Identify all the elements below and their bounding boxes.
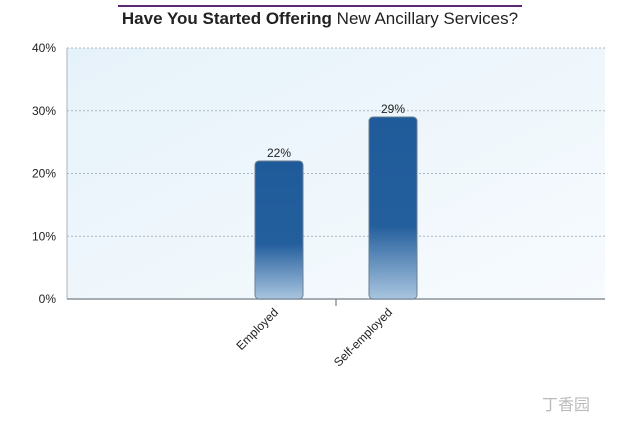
- x-tick-label: Employed: [233, 305, 281, 353]
- bar: [254, 160, 304, 300]
- chart-title: Have You Started Offering New Ancillary …: [122, 9, 518, 28]
- x-tick-label: Self-employed: [331, 305, 395, 369]
- title-bold: Have You Started Offering: [122, 9, 332, 28]
- watermark: 丁香园: [542, 396, 590, 414]
- y-tick-label: 30%: [32, 104, 56, 118]
- value-label: 29%: [381, 102, 405, 116]
- y-tick-label: 10%: [32, 229, 56, 243]
- y-tick-label: 0%: [39, 292, 57, 306]
- y-tick-label: 20%: [32, 167, 56, 181]
- value-label: 22%: [267, 146, 291, 160]
- bar: [368, 116, 418, 300]
- title-regular: New Ancillary Services?: [337, 9, 518, 28]
- y-tick-label: 40%: [32, 41, 56, 55]
